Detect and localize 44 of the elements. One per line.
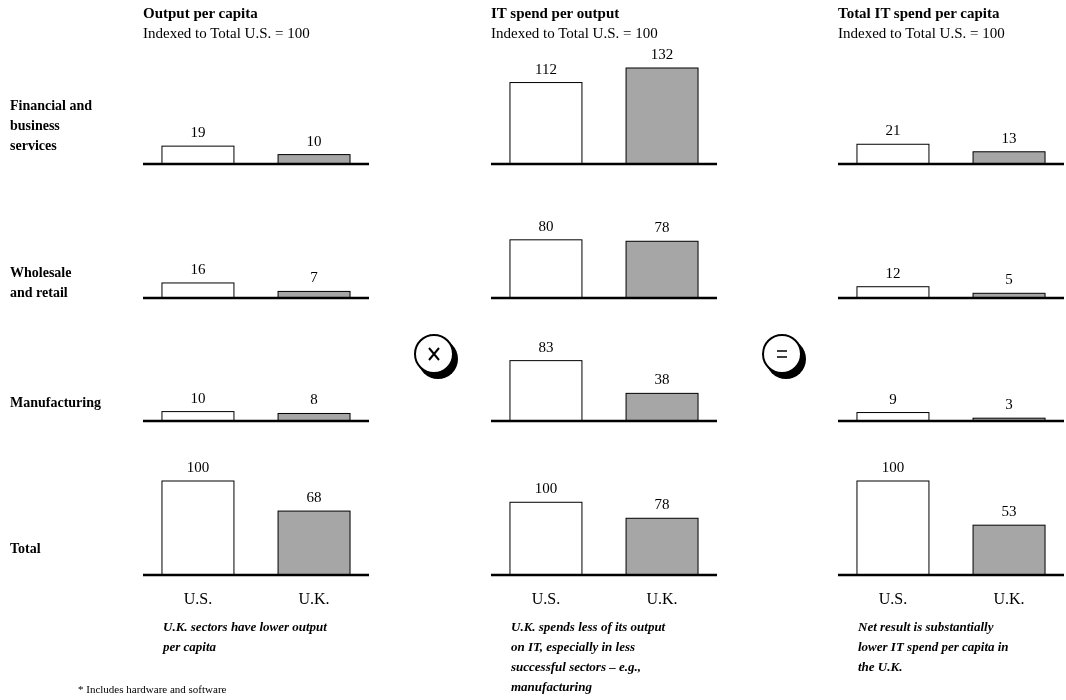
- data-label: 13: [1001, 129, 1017, 146]
- data-label: 10: [306, 132, 322, 149]
- text: U.K. sectors have lower output per capita: [162, 619, 328, 654]
- x-tick-label: U.S.: [878, 590, 908, 607]
- data-label: 21: [885, 122, 901, 139]
- data-label: 100: [881, 459, 905, 475]
- text: * Includes hardware and software: [78, 683, 227, 695]
- x-tick-label: U.K.: [298, 590, 330, 607]
- data-label: 19: [190, 124, 206, 141]
- chart-subtitle: Indexed to Total U.S. = 100: [838, 25, 1005, 41]
- data-label: 38: [654, 371, 670, 388]
- y-axis-title: Financial and business services: [10, 98, 93, 153]
- text: U.K. spends less of its output on IT, especially in less successful sectors – e.g., manufacturing: [510, 619, 666, 694]
- data-label: 100: [186, 459, 210, 475]
- data-label: 78: [654, 496, 670, 513]
- data-label: 9: [889, 390, 897, 407]
- data-label: 100: [534, 480, 558, 497]
- data-label: 16: [190, 260, 206, 277]
- x-tick-label: U.K.: [993, 590, 1025, 607]
- chart-title: IT spend per output: [491, 5, 620, 21]
- data-label: 7: [310, 269, 319, 286]
- data-label: 78: [654, 219, 670, 236]
- data-label: 112: [534, 60, 557, 77]
- data-label: 5: [1005, 271, 1013, 288]
- data-label: 3: [1005, 396, 1013, 413]
- text: Net result is substantially lower IT spend per capita in the U.K.: [857, 619, 1009, 674]
- data-label: 53: [1001, 503, 1017, 520]
- y-axis-title: Manufacturing: [10, 395, 101, 410]
- y-axis-title: Total: [10, 541, 41, 556]
- data-label: 83: [538, 338, 554, 355]
- chart-subtitle: Indexed to Total U.S. = 100: [143, 25, 310, 41]
- data-label: 80: [538, 217, 554, 234]
- data-label: 68: [306, 489, 322, 506]
- chart-subtitle: Indexed to Total U.S. = 100: [491, 25, 658, 41]
- data-label: 132: [650, 46, 674, 62]
- data-label: 8: [310, 391, 318, 408]
- chart-title: Total IT spend per capita: [838, 5, 1000, 21]
- x-tick-label: U.S.: [183, 590, 213, 607]
- data-label: 10: [190, 389, 206, 406]
- y-axis-title: Wholesale and retail: [10, 265, 72, 300]
- x-tick-label: U.S.: [531, 590, 561, 607]
- chart-title: Output per capita: [143, 5, 259, 21]
- x-tick-label: U.K.: [646, 590, 678, 607]
- data-label: 12: [885, 264, 901, 281]
